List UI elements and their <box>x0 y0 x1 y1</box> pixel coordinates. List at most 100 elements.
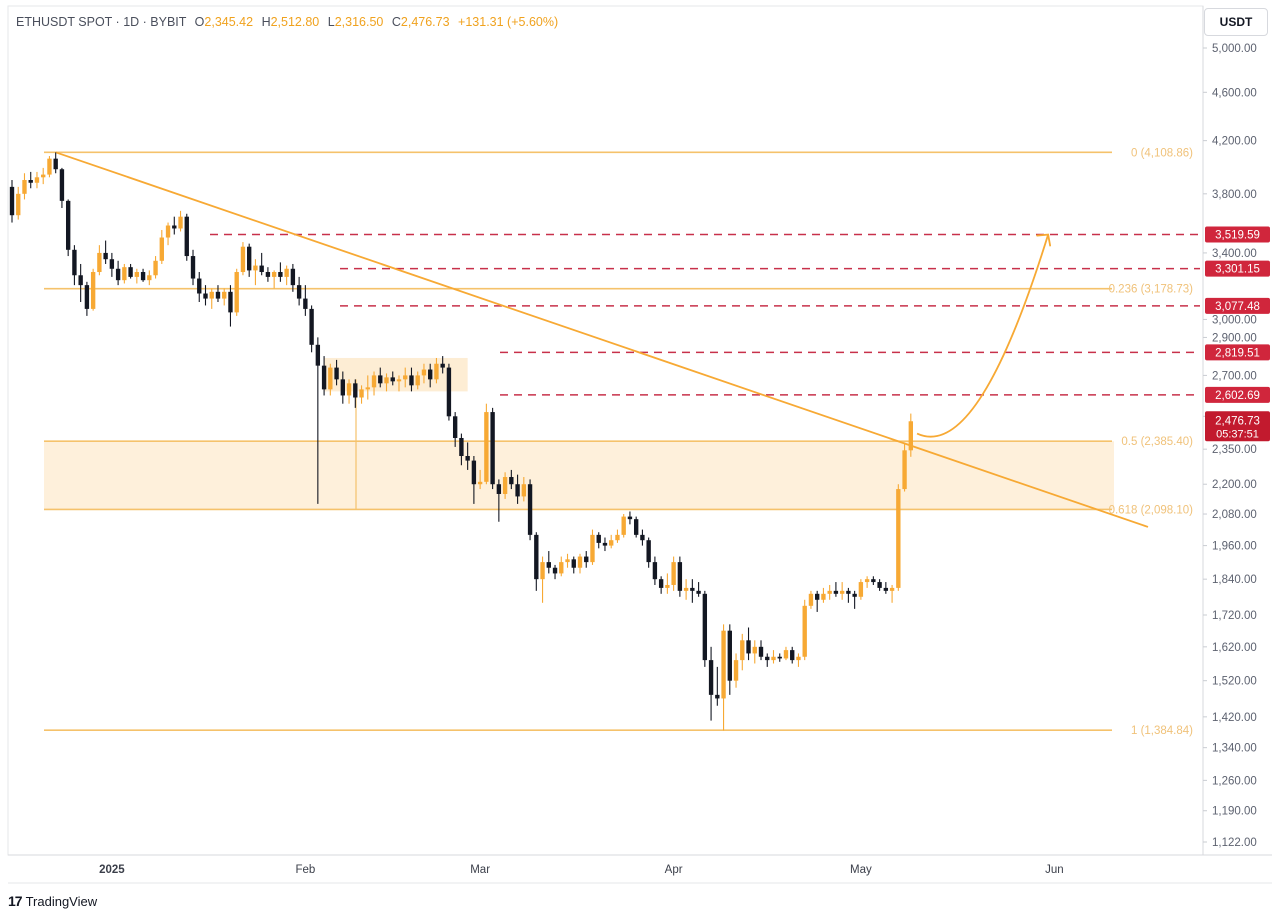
candle-2025-01-06 <box>140 268 146 282</box>
candle-2025-03-20 <box>596 532 601 549</box>
candle-body <box>477 481 483 485</box>
y-tick-label: 2,900.00 <box>1212 332 1257 344</box>
candle-2025-03-22 <box>609 534 614 549</box>
range-box <box>324 357 468 392</box>
y-tick-label: 3,400.00 <box>1212 248 1257 260</box>
candle-2025-04-25 <box>821 587 826 603</box>
candle-2025-02-05 <box>328 363 333 396</box>
candle-2025-03-28 <box>646 537 651 568</box>
candle-body <box>864 579 870 583</box>
candle-2025-05-03 <box>871 576 876 585</box>
candle-body <box>889 587 895 591</box>
currency-button[interactable]: USDT <box>1204 8 1268 36</box>
candle-2025-04-17 <box>771 650 776 664</box>
candle-2025-01-05 <box>134 268 140 284</box>
candle-2025-01-21 <box>234 268 239 316</box>
candle-body <box>259 265 264 273</box>
candle-2025-02-12 <box>371 371 377 396</box>
candle-body <box>290 268 296 286</box>
candle-body <box>309 308 314 345</box>
x-tick-label: Feb <box>295 864 315 876</box>
tag-text: 3,301.15 <box>1215 264 1260 276</box>
candle-body <box>41 174 46 178</box>
tag-text: 3,077.48 <box>1215 301 1260 313</box>
open-label: O <box>194 15 205 29</box>
candle-body <box>765 656 770 661</box>
y-tick-label: 2,350.00 <box>1212 444 1257 456</box>
candle-body <box>509 477 514 485</box>
candle-body <box>421 369 427 376</box>
candle-body <box>428 369 433 380</box>
candle-2025-04-22 <box>802 599 807 661</box>
candle-2024-12-22 <box>47 156 52 178</box>
y-tick-label: 2,080.00 <box>1212 509 1257 521</box>
candle-2025-01-22 <box>240 242 246 276</box>
x-tick-label: Jun <box>1045 864 1064 876</box>
candle-body <box>371 375 377 388</box>
candle-body <box>65 200 71 250</box>
candle-body <box>590 534 595 563</box>
candle-body <box>271 272 277 277</box>
candle-2025-04-04 <box>690 579 695 603</box>
high-label: H <box>261 15 271 29</box>
candle-body <box>540 562 545 580</box>
candle-body <box>708 660 714 695</box>
candle-body <box>459 437 464 457</box>
candle-2025-01-07 <box>147 270 152 286</box>
candle-body <box>746 640 751 654</box>
candle-2024-12-30 <box>97 245 102 276</box>
candle-body <box>184 216 189 257</box>
candle-2025-04-01 <box>671 556 676 591</box>
candle-body <box>321 365 327 390</box>
candle-body <box>652 562 658 580</box>
candle-body <box>203 293 208 299</box>
candle-2025-01-09 <box>159 229 164 264</box>
candle-2024-12-21 <box>41 167 46 185</box>
candle-2025-04-26 <box>827 584 832 600</box>
candle-2024-12-24 <box>59 167 65 208</box>
candle-2025-01-23 <box>247 243 252 277</box>
candle-2024-12-25 <box>65 199 71 257</box>
candle-body <box>771 656 776 661</box>
current-tag-bg <box>1205 411 1270 442</box>
candle-body <box>209 291 214 299</box>
candle-body <box>353 383 358 398</box>
candle-body <box>677 562 683 591</box>
candle-body <box>640 534 645 541</box>
open-value: 2,345.42 <box>204 15 254 29</box>
candle-2024-12-28 <box>84 281 90 316</box>
candle-body <box>577 556 583 568</box>
candle-2025-01-29 <box>284 265 289 286</box>
x-tick-label: Apr <box>665 864 683 876</box>
candle-body <box>515 484 520 497</box>
candle-body <box>9 186 15 216</box>
y-tick-label: 1,260.00 <box>1212 775 1257 787</box>
candle-body <box>334 367 339 380</box>
candle-body <box>78 275 83 286</box>
candle-body <box>159 237 164 261</box>
candle-2025-01-25 <box>259 252 264 276</box>
tag-bg <box>1205 260 1270 277</box>
candle-body <box>228 291 233 313</box>
candle-body <box>877 582 882 588</box>
candle-body <box>902 450 907 490</box>
x-tick-label: May <box>850 864 872 876</box>
y-tick-label: 1,960.00 <box>1212 541 1257 553</box>
candle-2025-01-03 <box>122 263 127 284</box>
candle-body <box>908 421 913 451</box>
candle-2025-03-12 <box>546 551 551 574</box>
candle-body <box>84 285 90 309</box>
candle-2025-03-27 <box>640 529 645 546</box>
candle-2025-04-21 <box>796 653 801 667</box>
candle-body <box>278 272 283 277</box>
candle-2025-05-07 <box>896 484 901 591</box>
candle-2025-02-18 <box>409 367 414 392</box>
candle-2025-03-03 <box>490 407 495 490</box>
tag-bg <box>1205 297 1270 314</box>
fib-label-0: 0 (4,108.86) <box>1131 147 1193 159</box>
candle-body <box>22 180 27 194</box>
fib-label-0.5: 0.5 (2,385.40) <box>1121 436 1193 448</box>
change-value: +131.31 (+5.60%) <box>458 15 559 29</box>
